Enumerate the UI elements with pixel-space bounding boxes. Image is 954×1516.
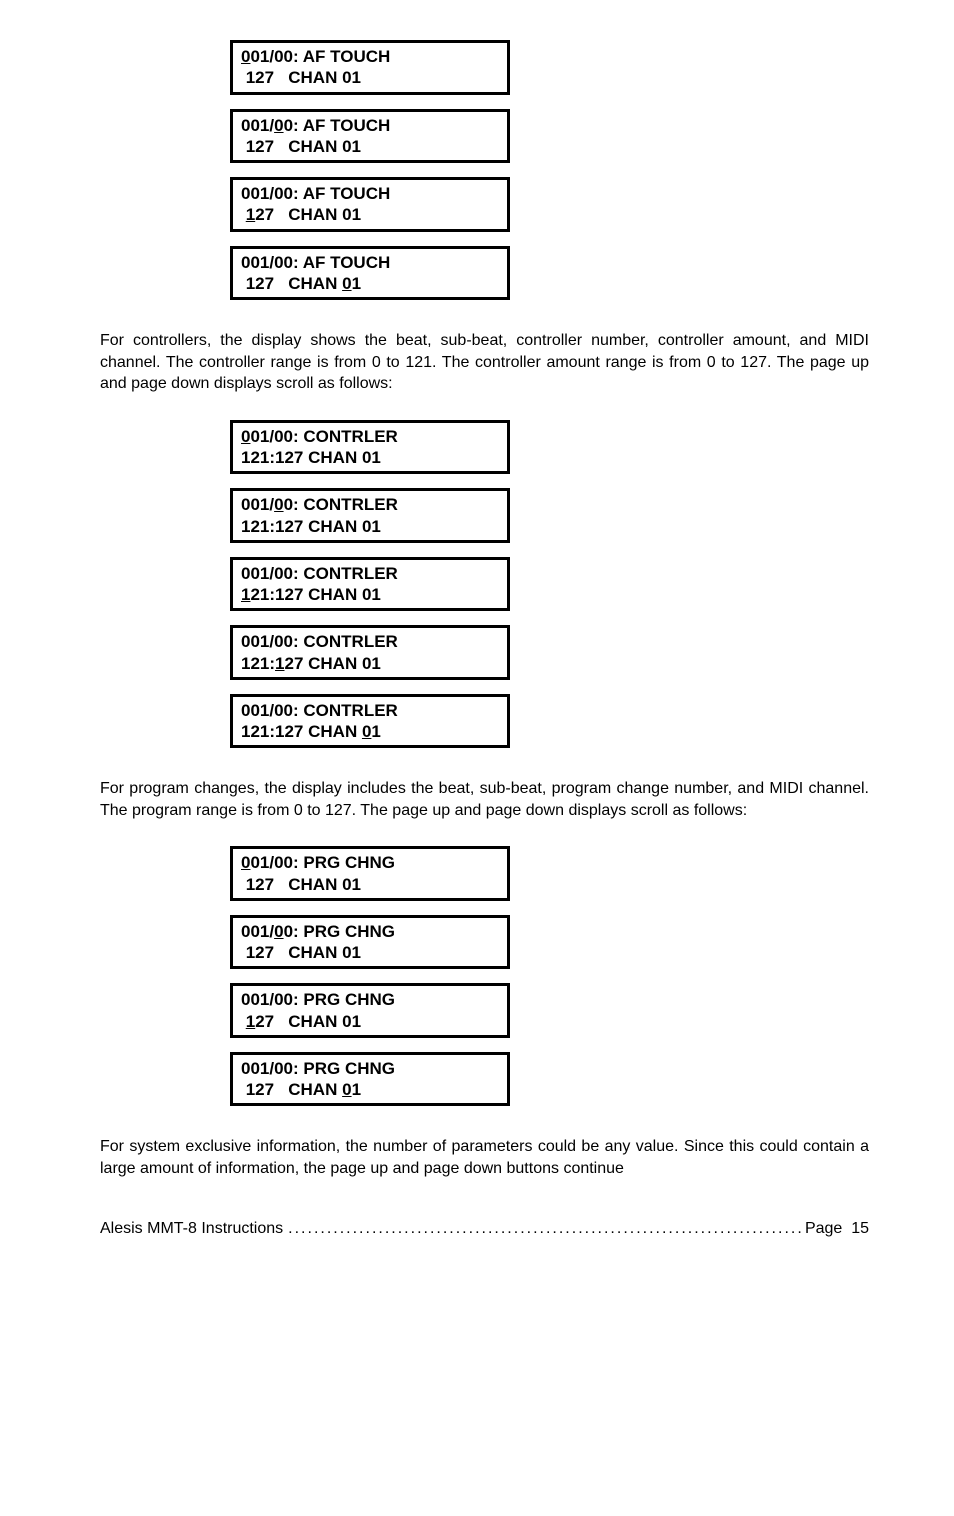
display-box: 001/00: CONTRLER 121:127 CHAN 01 — [230, 420, 510, 475]
footer-title: Alesis MMT-8 Instructions — [100, 1220, 283, 1238]
display-line-1: 001/00: CONTRLER — [241, 426, 499, 447]
display-line-2: 127 CHAN 01 — [241, 1079, 499, 1100]
display-line-1: 001/00: PRG CHNG — [241, 989, 499, 1010]
display-line-1: 001/00: PRG CHNG — [241, 852, 499, 873]
display-line-2: 127 CHAN 01 — [241, 204, 499, 225]
display-box: 001/00: AF TOUCH 127 CHAN 01 — [230, 177, 510, 232]
display-box: 001/00: PRG CHNG 127 CHAN 01 — [230, 983, 510, 1038]
display-line-2: 127 CHAN 01 — [241, 67, 499, 88]
display-box: 001/00: AF TOUCH 127 CHAN 01 — [230, 40, 510, 95]
display-line-2: 127 CHAN 01 — [241, 136, 499, 157]
display-line-2: 121:127 CHAN 01 — [241, 721, 499, 742]
display-line-1: 001/00: PRG CHNG — [241, 1058, 499, 1079]
display-line-1: 001/00: CONTRLER — [241, 700, 499, 721]
display-group-prgchng: 001/00: PRG CHNG 127 CHAN 01 001/00: PRG… — [230, 846, 869, 1106]
paragraph-controllers: For controllers, the display shows the b… — [100, 330, 869, 395]
display-line-2: 121:127 CHAN 01 — [241, 447, 499, 468]
display-box: 001/00: CONTRLER 121:127 CHAN 01 — [230, 625, 510, 680]
display-group-contrler: 001/00: CONTRLER 121:127 CHAN 01 001/00:… — [230, 420, 869, 749]
display-box: 001/00: AF TOUCH 127 CHAN 01 — [230, 109, 510, 164]
display-line-1: 001/00: CONTRLER — [241, 563, 499, 584]
footer: Alesis MMT-8 Instructions ..............… — [100, 1220, 869, 1238]
footer-dots: ........................................… — [283, 1220, 805, 1238]
display-box: 001/00: CONTRLER 121:127 CHAN 01 — [230, 557, 510, 612]
display-line-1: 001/00: PRG CHNG — [241, 921, 499, 942]
display-box: 001/00: CONTRLER 121:127 CHAN 01 — [230, 488, 510, 543]
display-line-2: 127 CHAN 01 — [241, 273, 499, 294]
display-line-2: 127 CHAN 01 — [241, 874, 499, 895]
display-line-2: 127 CHAN 01 — [241, 942, 499, 963]
display-line-1: 001/00: AF TOUCH — [241, 46, 499, 67]
display-line-1: 001/00: CONTRLER — [241, 631, 499, 652]
display-box: 001/00: CONTRLER 121:127 CHAN 01 — [230, 694, 510, 749]
display-line-1: 001/00: AF TOUCH — [241, 115, 499, 136]
display-box: 001/00: PRG CHNG 127 CHAN 01 — [230, 915, 510, 970]
paragraph-program-changes: For program changes, the display include… — [100, 778, 869, 821]
display-line-1: 001/00: AF TOUCH — [241, 183, 499, 204]
display-box: 001/00: AF TOUCH 127 CHAN 01 — [230, 246, 510, 301]
paragraph-sysex: For system exclusive information, the nu… — [100, 1136, 869, 1179]
display-line-1: 001/00: AF TOUCH — [241, 252, 499, 273]
display-line-2: 121:127 CHAN 01 — [241, 516, 499, 537]
display-line-2: 127 CHAN 01 — [241, 1011, 499, 1032]
footer-page-label: Page 15 — [805, 1220, 869, 1238]
display-line-2: 121:127 CHAN 01 — [241, 653, 499, 674]
display-box: 001/00: PRG CHNG 127 CHAN 01 — [230, 1052, 510, 1107]
display-group-aftouch: 001/00: AF TOUCH 127 CHAN 01 001/00: AF … — [230, 40, 869, 300]
display-box: 001/00: PRG CHNG 127 CHAN 01 — [230, 846, 510, 901]
display-line-2: 121:127 CHAN 01 — [241, 584, 499, 605]
display-line-1: 001/00: CONTRLER — [241, 494, 499, 515]
